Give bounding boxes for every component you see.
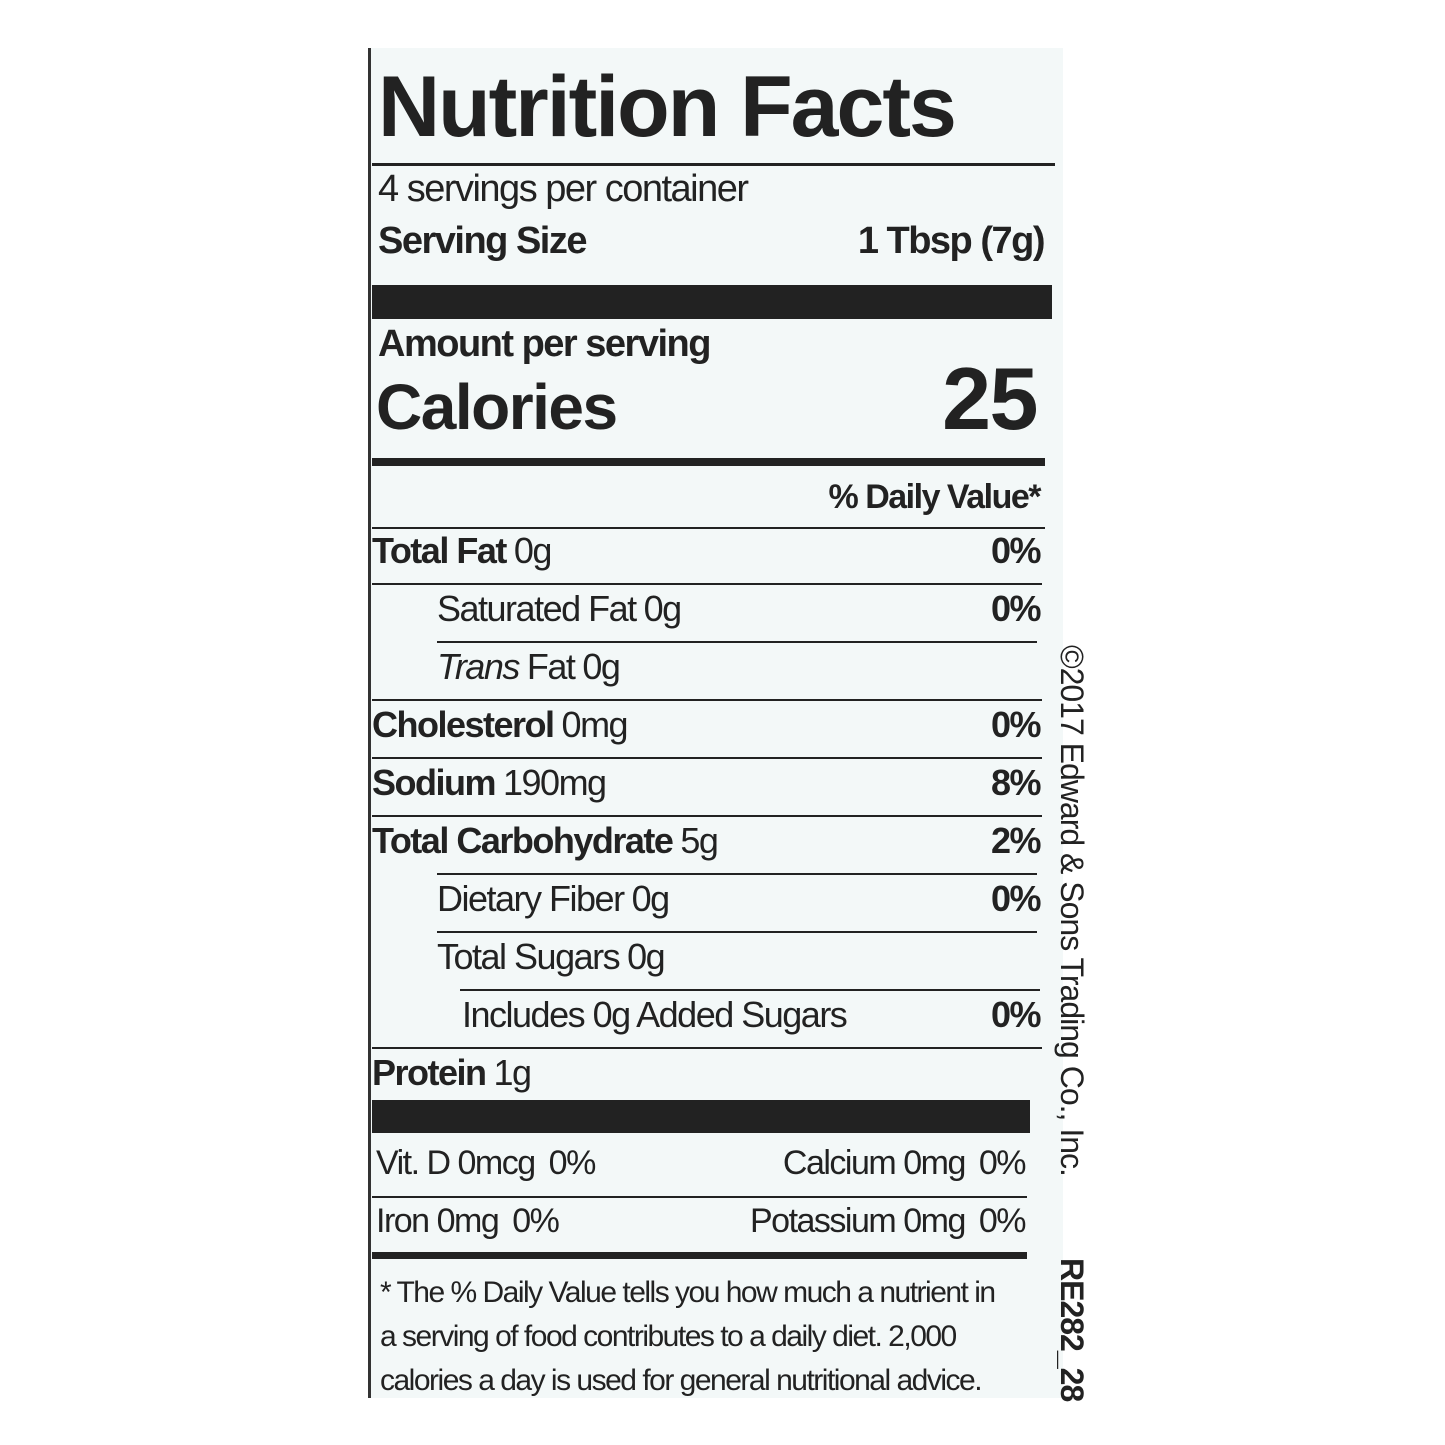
daily-value-header: % Daily Value* — [828, 478, 1042, 516]
vitamin-dv: 0% — [978, 1144, 1027, 1182]
nutrient-row: Saturated Fat 0g 0% — [437, 588, 1042, 630]
rule — [372, 163, 1055, 166]
rule — [372, 1047, 1042, 1049]
serving-size-value: 1 Tbsp (7g) — [857, 220, 1046, 262]
nutrient-amount: 190mg — [503, 762, 607, 803]
copyright: ©2017 Edward & Sons Trading Co., Inc. — [1054, 645, 1090, 1176]
nutrient-row: Sodium 190mg 8% — [372, 762, 1042, 804]
rule — [460, 989, 1040, 991]
nutrient-amount: 0g — [513, 530, 553, 571]
nutrient-name: Total Carbohydrate — [372, 820, 674, 861]
calories-label: Calories — [376, 371, 618, 443]
nutrient-amount: 0g — [643, 588, 683, 629]
nutrient-label: Total Carbohydrate 5g — [372, 820, 719, 862]
title: Nutrition Facts — [378, 59, 957, 155]
nutrient-row: Cholesterol 0mg 0% — [372, 704, 1042, 746]
nutrient-dv: 0% — [990, 878, 1042, 919]
rule — [372, 583, 1042, 585]
vitamin-name: Iron — [376, 1202, 430, 1240]
vitamin-amount: 0mg — [903, 1202, 966, 1240]
nutrient-amount: 0g — [631, 878, 671, 919]
calories-value: 25 — [942, 349, 1038, 448]
vitamin-dv: 0% — [512, 1202, 560, 1240]
nutrient-name: Protein — [372, 1052, 487, 1093]
nutrient-label: Dietary Fiber 0g — [437, 878, 671, 920]
rule — [372, 757, 1042, 759]
nutrient-label: Saturated Fat 0g — [437, 588, 683, 630]
nutrient-name: Sodium — [372, 762, 497, 803]
vitamin-name: Vit. D — [376, 1144, 451, 1182]
nutrient-label: Protein 1g — [372, 1052, 533, 1094]
nutrient-dv: 0% — [990, 588, 1042, 629]
rule — [372, 815, 1042, 817]
nutrient-name: Saturated Fat — [437, 588, 637, 629]
vitamin: Vit. D 0mcg 0% — [376, 1144, 597, 1183]
rule — [372, 1252, 1027, 1259]
nutrient-row: Trans Fat 0g — [437, 646, 1040, 688]
rule — [437, 931, 1037, 933]
amount-per-serving: Amount per serving — [378, 323, 711, 365]
vitamin-name: Potassium — [749, 1202, 897, 1240]
rule — [372, 458, 1045, 466]
nutrient-label: Total Sugars 0g — [437, 936, 666, 978]
serving-size-label: Serving Size — [378, 220, 587, 262]
code: RE282_28 — [1054, 1258, 1090, 1402]
rule — [372, 699, 1042, 701]
nutrient-name: Dietary Fiber — [437, 878, 625, 919]
vitamin-dv: 0% — [548, 1144, 597, 1182]
label-panel — [368, 48, 1063, 1398]
rule — [372, 1196, 1027, 1198]
rule — [437, 641, 1037, 643]
thick-bar — [372, 1100, 1030, 1133]
nutrient-dv: 2% — [990, 820, 1042, 861]
nutrient-row: Includes 0g Added Sugars 0% — [462, 994, 1042, 1036]
nutrient-dv: 0% — [990, 530, 1042, 571]
vitamin-amount: 0mcg — [457, 1144, 537, 1182]
rule — [372, 527, 1045, 529]
thick-bar — [372, 285, 1052, 319]
nutrient-row: Dietary Fiber 0g 0% — [437, 878, 1042, 920]
vitamin-name: Calcium — [782, 1144, 897, 1182]
nutrient-amount: 0mg — [561, 704, 629, 745]
nutrient-label: Trans Fat 0g — [437, 646, 621, 688]
nutrient-name: Fat — [526, 646, 576, 687]
serving-size: Serving Size 1 Tbsp (7g) — [378, 220, 1046, 263]
vitamin: Iron 0mg 0% — [376, 1202, 560, 1241]
nutrient-amount: 5g — [680, 820, 719, 861]
nutrient-dv: 8% — [990, 762, 1042, 803]
footnote-line: a serving of food contributes to a daily… — [380, 1320, 957, 1353]
nutrient-amount: 0g — [582, 646, 621, 687]
nutrient-name: Total Sugars — [437, 936, 621, 977]
vitamin-dv: 0% — [978, 1202, 1027, 1240]
nutrient-row: Total Sugars 0g — [437, 936, 1040, 978]
nutrient-amount: 0g — [627, 936, 666, 977]
servings: 4 servings per container — [378, 168, 749, 210]
nutrient-dv: 0% — [990, 704, 1042, 745]
nutrient-label: Total Fat 0g — [372, 530, 553, 572]
nutrient-row: Protein 1g — [372, 1052, 1040, 1094]
vitamin-amount: 0mg — [436, 1202, 500, 1240]
nutrient-row: Total Carbohydrate 5g 2% — [372, 820, 1042, 862]
nutrient-name: Cholesterol — [372, 704, 555, 745]
vitamin-amount: 0mg — [903, 1144, 966, 1182]
nutrient-label: Includes 0g Added Sugars — [462, 994, 848, 1036]
nutrient-row: Total Fat 0g 0% — [372, 530, 1042, 572]
nutrient-amount: 1g — [493, 1052, 533, 1093]
nutrient-name: Includes 0g Added Sugars — [462, 994, 848, 1035]
rule — [437, 873, 1037, 875]
vitamin: Potassium 0mg 0% — [749, 1202, 1027, 1241]
footnote-line: calories a day is used for general nutri… — [380, 1364, 983, 1397]
nutrient-name-italic: Trans — [437, 646, 520, 687]
nutrient-label: Sodium 190mg — [372, 762, 607, 804]
nutrient-name: Total Fat — [372, 530, 507, 571]
footnote-line: * The % Daily Value tells you how much a… — [380, 1276, 996, 1309]
nutrient-label: Cholesterol 0mg — [372, 704, 629, 746]
nutrient-dv: 0% — [990, 994, 1042, 1035]
vitamin: Calcium 0mg 0% — [782, 1144, 1027, 1183]
